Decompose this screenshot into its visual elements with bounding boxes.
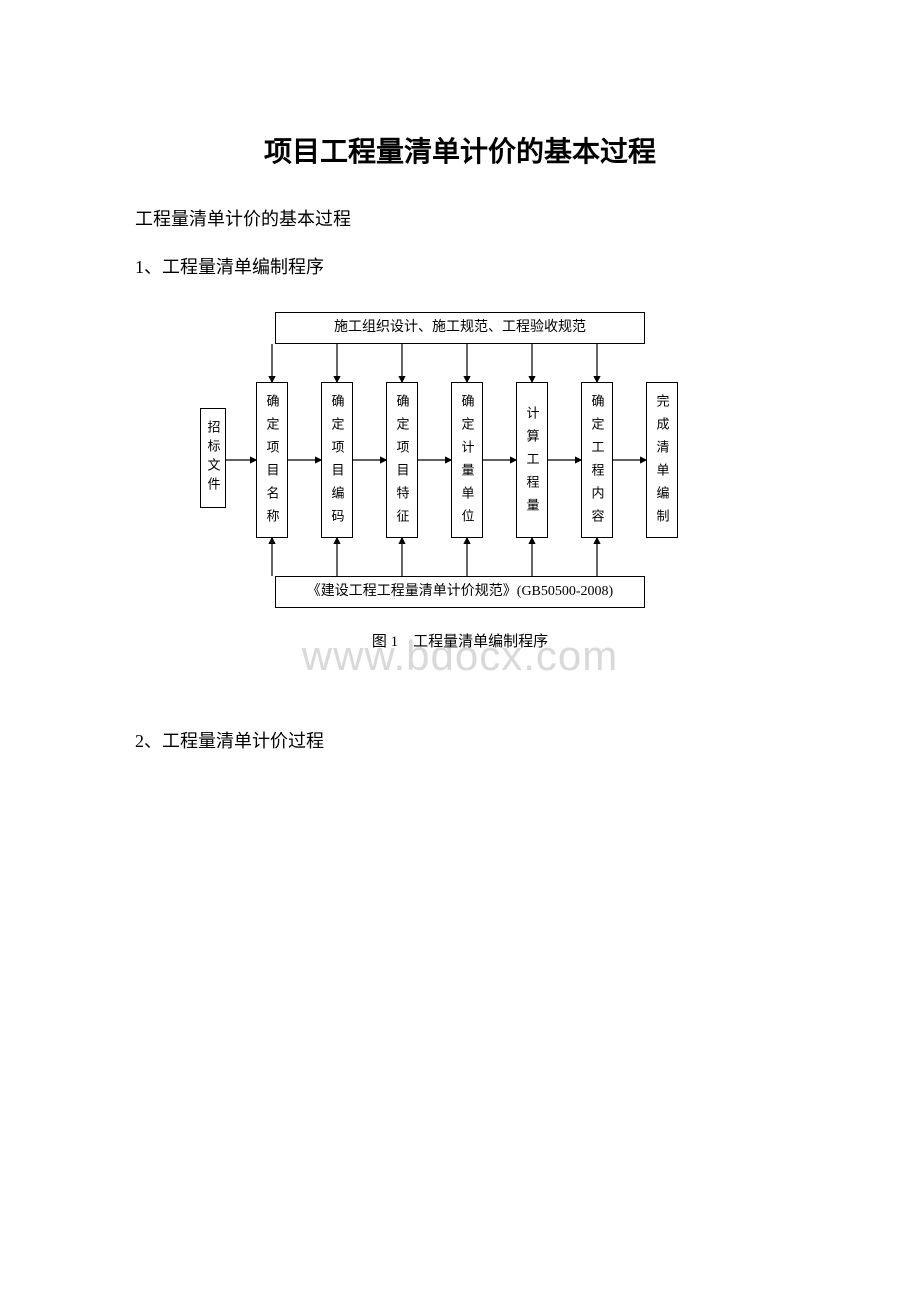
flowchart-step-box-2: 确定项目编码 xyxy=(321,382,353,538)
flowchart-step-box-1: 确定项目名称 xyxy=(256,382,288,538)
flowchart-figure-1: www.bdocx.com 施工组织设计、施工规范、工程验收规范 《建设工程工程… xyxy=(200,312,720,692)
paragraph-section2: 2、工程量清单计价过程 xyxy=(135,722,785,762)
flowchart-step-box-5: 计算工程量 xyxy=(516,382,548,538)
flowchart-bottom-standard-box: 《建设工程工程量清单计价规范》(GB50500-2008) xyxy=(275,576,645,608)
paragraph-section1: 1、工程量清单编制程序 xyxy=(135,248,785,288)
flowchart-step-box-3: 确定项目特征 xyxy=(386,382,418,538)
paragraph-intro: 工程量清单计价的基本过程 xyxy=(135,200,785,240)
flowchart-top-source-box: 施工组织设计、施工规范、工程验收规范 xyxy=(275,312,645,344)
document-title: 项目工程量清单计价的基本过程 xyxy=(135,130,785,170)
flowchart-left-input-box: 招标文件 xyxy=(200,408,226,508)
flowchart-step-box-6: 确定工程内容 xyxy=(581,382,613,538)
flowchart-step-box-4: 确定计量单位 xyxy=(451,382,483,538)
figure-1-caption: 图 1 工程量清单编制程序 xyxy=(200,630,720,651)
flowchart-step-box-7: 完成清单编制 xyxy=(646,382,678,538)
